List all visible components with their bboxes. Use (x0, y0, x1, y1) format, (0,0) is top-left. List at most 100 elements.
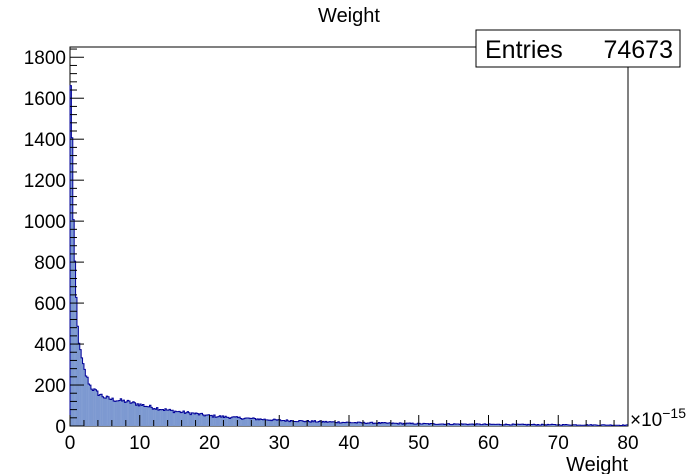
histogram-bin (180, 412, 182, 426)
histogram-bin (242, 418, 245, 426)
histogram-bin (574, 424, 577, 426)
histogram-bin (335, 422, 337, 426)
histogram-outline (69, 85, 629, 426)
histogram-bin (142, 404, 145, 426)
histogram-bin (273, 419, 276, 426)
y-tick-label: 1200 (24, 171, 66, 192)
histogram-bin (408, 423, 411, 426)
histogram-bin (155, 409, 157, 426)
histogram-bin (494, 424, 496, 426)
histogram-bin (287, 420, 290, 426)
histogram-bin (196, 413, 199, 426)
histogram-bin (330, 422, 333, 426)
histogram-bin (230, 417, 233, 426)
histogram-bin (343, 422, 346, 426)
histogram-bin (353, 422, 355, 426)
histogram-bin (462, 424, 464, 426)
histogram-bin (448, 423, 450, 426)
histogram-bin (562, 424, 565, 426)
histogram-bin (586, 424, 588, 426)
histogram-bin (268, 420, 270, 426)
histogram-bin (406, 423, 408, 426)
y-tick-label: 0 (55, 417, 66, 438)
histogram-bin (132, 401, 135, 426)
histogram-bin (125, 401, 128, 426)
x-tick-label: 20 (199, 433, 220, 454)
histogram-bin (234, 416, 237, 426)
histogram-bin (505, 424, 507, 426)
histogram-bin (572, 424, 574, 426)
histogram-bin (152, 409, 154, 426)
histogram-bin (269, 420, 272, 426)
x-axis-scale-exponent: −15 (662, 405, 686, 421)
histogram-bin (219, 415, 221, 426)
histogram-bin (528, 424, 531, 426)
histogram-bin (323, 422, 326, 426)
histogram-bin (290, 420, 293, 426)
histogram-bin (192, 413, 195, 426)
histogram-bin (195, 412, 198, 426)
histogram-bin (552, 424, 555, 426)
histogram-bin (491, 424, 493, 426)
histogram-bin (474, 424, 477, 426)
histogram-bin (364, 423, 366, 426)
histogram-bin (95, 389, 97, 426)
histogram-bin (169, 409, 171, 426)
histogram-bin (308, 421, 311, 426)
histogram-bin (506, 424, 509, 426)
histogram-bin (170, 410, 173, 426)
histogram-bin (588, 424, 591, 426)
x-tick-label: 30 (269, 433, 290, 454)
histogram-bin (533, 424, 535, 426)
y-tick-label: 200 (34, 376, 66, 397)
histogram-bin (202, 414, 205, 426)
histogram-bin (93, 388, 96, 426)
histogram-bin (240, 418, 242, 426)
histogram-bin (512, 424, 514, 426)
histogram-bin (136, 403, 139, 426)
histogram-bin (72, 219, 75, 426)
histogram-bin (209, 415, 212, 426)
histogram-bin (395, 423, 397, 426)
histogram-bin (184, 413, 186, 426)
histogram-bin (199, 413, 202, 426)
histogram-bin (291, 420, 294, 426)
histogram-bin (354, 422, 357, 426)
histogram-bin (336, 422, 339, 426)
histogram-bin (381, 422, 383, 426)
histogram-bin (372, 423, 375, 426)
histogram-bin (301, 420, 304, 426)
histogram-bin (439, 424, 442, 426)
histogram-bin (304, 421, 306, 426)
histogram-bin (357, 422, 359, 426)
histogram-bin (487, 424, 489, 426)
histogram-bin (300, 420, 302, 426)
histogram-bin (244, 418, 246, 426)
histogram-bin (111, 398, 114, 426)
histogram-bin (604, 424, 606, 426)
histogram-bin (402, 424, 404, 426)
histogram-bin (297, 421, 299, 426)
x-tick-label: 10 (129, 433, 150, 454)
histogram-bin (99, 394, 101, 426)
histogram-bin (191, 412, 193, 426)
histogram-bin (449, 424, 452, 426)
histogram-bin (265, 419, 267, 426)
histogram-bin (527, 424, 530, 426)
x-tick-label: 40 (338, 433, 359, 454)
histogram-bin (445, 424, 447, 426)
histogram-bin (420, 424, 422, 426)
histogram-bin (565, 424, 567, 426)
histogram-bin (622, 424, 625, 426)
histogram-bin (484, 423, 486, 426)
histogram-bin (548, 424, 551, 426)
histogram-bin (88, 384, 90, 426)
histogram-bin (609, 424, 612, 426)
histogram-bin (400, 423, 403, 426)
histogram-bin (166, 410, 168, 426)
histogram-bin (626, 424, 629, 426)
x-axis-scale-base: ×10 (630, 410, 662, 431)
histogram-bin (245, 418, 248, 426)
histogram-bin (157, 410, 160, 426)
histogram-bin (167, 410, 170, 426)
